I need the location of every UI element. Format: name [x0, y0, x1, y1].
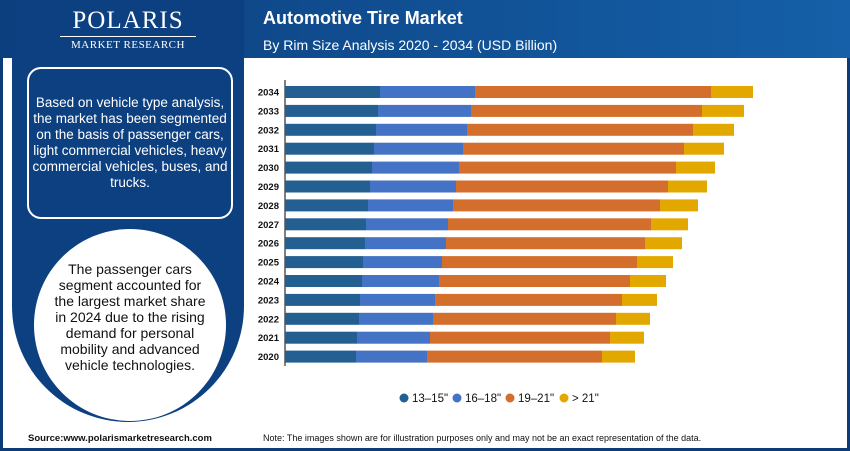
- legend-marker: [505, 393, 515, 403]
- bar-segment-2027-3: [651, 218, 688, 231]
- bar-segment-2020-3: [602, 350, 635, 363]
- bar-segment-2023-1: [360, 293, 435, 306]
- bar-segment-2025-3: [637, 256, 673, 269]
- bar-segment-2025-0: [285, 256, 363, 269]
- bar-segment-2031-1: [374, 142, 463, 155]
- legend-label: 19–21": [518, 393, 554, 405]
- legend-label: 13–15": [412, 393, 448, 405]
- bar-segment-2022-3: [616, 312, 650, 325]
- bar-segment-2030-3: [676, 161, 715, 174]
- bar-segment-2033-2: [471, 104, 702, 117]
- bar-segment-2020-1: [356, 350, 427, 363]
- bar-segment-2027-2: [448, 218, 651, 231]
- bar-segment-2032-1: [376, 123, 467, 136]
- bar-segment-2034-3: [711, 86, 753, 98]
- bar-segment-2020-0: [285, 350, 356, 363]
- bar-segment-2028-1: [368, 199, 453, 212]
- polaris-logo: POLARIS MARKET RESEARCH: [48, 8, 208, 51]
- highlight-circle: The passenger cars segment accounted for…: [34, 229, 226, 421]
- bar-segment-2028-0: [285, 199, 368, 212]
- bar-segment-2022-2: [433, 312, 616, 325]
- bar-segment-2031-0: [285, 142, 374, 155]
- bar-segment-2027-0: [285, 218, 366, 231]
- segment-text-box: Based on vehicle type analysis, the mark…: [27, 67, 233, 219]
- bar-segment-2032-0: [285, 123, 376, 136]
- bar-segment-2034-1: [380, 86, 475, 98]
- bar-segment-2034-0: [285, 86, 380, 98]
- chart-subtitle: By Rim Size Analysis 2020 - 2034 (USD Bi…: [263, 37, 558, 53]
- bar-segment-2032-3: [693, 123, 734, 136]
- bar-segment-2026-0: [285, 237, 365, 250]
- disclaimer-note: Note: The images shown are for illustrat…: [263, 433, 702, 443]
- bar-segment-2023-0: [285, 293, 360, 306]
- bar-segment-2024-0: [285, 275, 362, 287]
- bar-segment-2022-0: [285, 312, 359, 325]
- year-tick-label: 2024: [258, 277, 280, 288]
- bar-segment-2032-2: [467, 123, 693, 136]
- bar-segment-2030-1: [372, 161, 459, 174]
- bar-segment-2023-2: [435, 293, 622, 306]
- bar-segment-2020-2: [427, 350, 602, 363]
- bar-segment-2031-2: [463, 142, 684, 155]
- year-tick-label: 2033: [258, 106, 279, 117]
- bar-segment-2034-2: [475, 86, 711, 98]
- bar-segment-2026-1: [365, 237, 446, 250]
- legend-marker: [452, 393, 462, 403]
- bar-segment-2033-0: [285, 104, 378, 117]
- year-tick-label: 2022: [258, 314, 279, 325]
- year-tick-label: 2029: [258, 182, 279, 193]
- legend-label: > 21": [572, 393, 599, 405]
- year-tick-label: 2025: [258, 258, 280, 269]
- bar-segment-2028-2: [453, 199, 660, 212]
- year-tick-label: 2026: [258, 239, 279, 250]
- bar-segment-2021-3: [610, 331, 644, 344]
- chart-title: Automotive Tire Market: [263, 8, 463, 28]
- bar-segment-2028-3: [660, 199, 698, 212]
- bar-segment-2033-3: [702, 104, 744, 117]
- bar-segment-2029-1: [370, 180, 456, 193]
- bar-segment-2022-1: [359, 312, 433, 325]
- bar-segment-2024-1: [362, 275, 439, 287]
- bar-segment-2025-2: [442, 256, 637, 269]
- logo-name: POLARIS: [72, 7, 184, 34]
- bar-segment-2024-2: [439, 275, 630, 287]
- year-tick-label: 2023: [258, 295, 279, 306]
- legend-marker: [399, 393, 409, 403]
- bar-segment-2030-0: [285, 161, 372, 174]
- year-tick-label: 2032: [258, 125, 279, 136]
- bar-segment-2029-0: [285, 180, 370, 193]
- year-tick-label: 2020: [258, 352, 279, 363]
- year-tick-label: 2028: [258, 201, 279, 212]
- bar-segment-2021-1: [357, 331, 430, 344]
- bar-segment-2021-2: [430, 331, 610, 344]
- bar-segment-2033-1: [378, 104, 471, 117]
- bar-segment-2031-3: [684, 142, 724, 155]
- stacked-bar-chart: 2034 2033 2032 2031 2030 2029 2028 2027 2026 2025…: [258, 80, 753, 405]
- bar-segment-2029-3: [668, 180, 707, 193]
- bar-segment-2024-3: [630, 275, 666, 287]
- legend-marker: [559, 393, 569, 403]
- bar-segment-2026-3: [645, 237, 682, 250]
- source-text: Source:www.polarismarketresearch.com: [28, 433, 212, 444]
- year-tick-label: 2027: [258, 220, 279, 231]
- bar-segment-2029-2: [456, 180, 668, 193]
- bar-segment-2025-1: [363, 256, 442, 269]
- bar-segment-2021-0: [285, 331, 357, 344]
- bar-segment-2023-3: [622, 293, 657, 306]
- bar-segment-2030-2: [459, 161, 676, 174]
- logo-tagline: MARKET RESEARCH: [71, 39, 185, 51]
- year-tick-label: 2031: [258, 144, 280, 155]
- bar-segment-2027-1: [366, 218, 448, 231]
- bar-segment-2026-2: [446, 237, 645, 250]
- year-tick-label: 2030: [258, 163, 279, 174]
- legend-label: 16–18": [465, 393, 501, 405]
- year-tick-label: 2021: [258, 333, 280, 344]
- logo-divider: [60, 36, 196, 37]
- year-tick-label: 2034: [258, 88, 280, 99]
